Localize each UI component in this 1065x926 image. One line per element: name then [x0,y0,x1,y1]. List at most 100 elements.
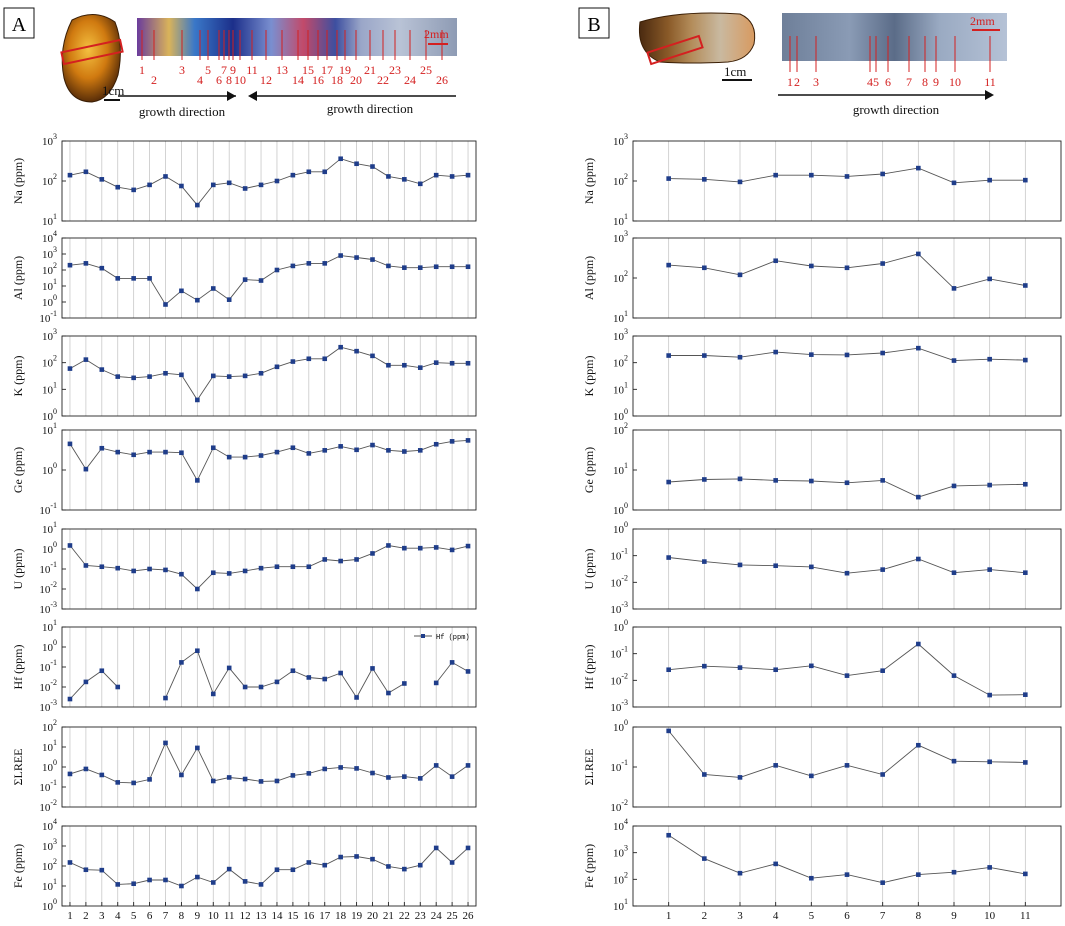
data-point [290,867,296,873]
data-point [99,265,105,271]
data-point [258,278,264,283]
data-point [465,172,471,178]
data-point [147,566,152,572]
data-point [844,763,850,768]
plot-frame [632,335,1062,417]
data-point [417,181,423,187]
strip-marker-label: 3 [179,63,185,77]
data-point [402,265,407,270]
data-point [987,865,992,870]
strip-marker-label: 17 [321,63,333,77]
data-point [338,253,343,258]
data-point [242,776,248,782]
data-point [195,478,200,483]
y-axis-label: Na (ppm) [11,158,25,204]
data-point [370,856,375,862]
data-point [83,261,89,266]
data-point [987,356,992,362]
y-tick-label: 102 [42,718,57,734]
panel-b-header: B 1cm 2mm 1 2 3 4 5 6 7 8 9 10 11 growth direction [578,7,1007,117]
data-point [258,882,264,887]
data-point [916,251,921,257]
x-tick-label: 17 [319,910,331,922]
data-point [99,177,105,182]
data-point [306,169,312,175]
data-point [449,439,455,444]
y-tick-label: 103 [613,229,628,245]
data-point [702,772,707,777]
y-tick-label: 101 [42,277,57,293]
y-tick-label: 104 [42,817,57,833]
subplot-b-1: 101 102 103 Al (ppm) [582,229,1062,325]
y-axis-label: ΣLREE [11,749,25,786]
x-tick-label: 26 [463,910,475,922]
data-point [322,862,328,868]
data-point [115,449,121,455]
y-tick-label: 10-3 [39,698,57,714]
x-tick-label: 13 [256,910,268,922]
data-point [210,570,216,576]
data-point [67,860,73,865]
data-point [987,177,992,183]
data-point [951,570,957,575]
data-point [290,773,296,778]
y-tick-label: 103 [613,327,628,343]
data-point [987,482,992,488]
data-point [809,875,814,881]
data-point [773,667,778,673]
data-point [306,564,312,570]
data-point [242,186,248,191]
data-point [702,663,707,669]
strip-marker-label: 11 [246,63,258,77]
y-axis-label: Hf (ppm) [11,645,25,690]
data-point [131,375,136,381]
plot-frame [632,626,1062,708]
y-tick-label: 102 [42,354,57,370]
plot-frame [61,429,477,511]
data-point [274,267,280,273]
data-point [402,545,407,551]
data-point [67,441,73,447]
data-point [916,872,921,877]
data-point [147,449,152,455]
x-tick-label: 3 [737,910,743,922]
data-point [402,866,407,872]
data-point [417,862,423,868]
y-tick-label: 100 [613,520,628,536]
data-point [354,557,359,562]
data-point [809,564,814,570]
x-tick-label: 20 [367,910,379,922]
data-point [83,867,89,873]
y-tick-label: 101 [613,380,628,396]
subplot-b-4: 10-3 10-2 10-1 100 U (ppm) [582,520,1062,616]
data-point [83,679,89,685]
data-point [402,774,407,779]
data-point [987,759,992,765]
x-tick-label: 5 [131,910,137,922]
data-point [433,545,439,550]
data-point [916,641,921,647]
data-point [844,480,850,486]
y-axis-label: Ge (ppm) [11,447,25,493]
data-point [195,297,200,303]
x-tick-label: 11 [1020,910,1031,922]
strip-scale-label-a: 2mm [424,27,449,41]
data-point [290,359,296,364]
data-point [210,182,216,188]
data-point [773,349,778,355]
photo-scale-label-b: 1cm [724,64,746,79]
y-tick-label: 103 [613,132,628,148]
data-point [465,438,471,443]
subplot-b-5: 10-3 10-2 10-1 100 Hf (ppm) [582,618,1062,714]
strip-marker-label: 23 [389,63,401,77]
data-point [433,680,439,686]
strip-marker-label: 18 [331,73,343,87]
y-tick-label: 102 [613,354,628,370]
x-tick-label: 25 [447,910,459,922]
subplot-b-0: 101 102 103 Na (ppm) [582,132,1062,228]
y-tick-label: 10-2 [610,798,628,814]
strip-marker-label: 7 [221,63,227,77]
strip-marker-label: 19 [339,63,351,77]
